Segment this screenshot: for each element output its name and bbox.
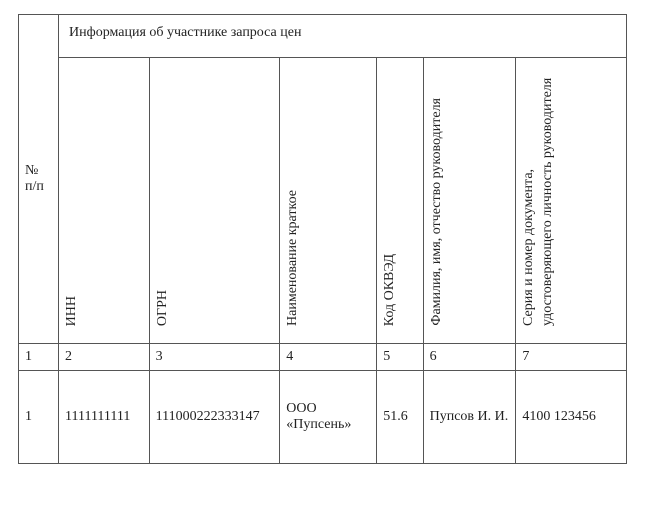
row-label-header: № п/п: [19, 15, 59, 344]
col-header-doc: Серия и номер документа, удостоверяющего…: [516, 58, 627, 344]
cell-name: ООО «Пупсень»: [280, 371, 377, 464]
table-row: 11111111111111000222333147ООО «Пупсень»5…: [19, 371, 627, 464]
col-header-label: ИНН: [63, 294, 82, 328]
cell-ogrn: 111000222333147: [149, 371, 280, 464]
header-row-2: ИНН ОГРН Наименование краткое Код ОКВЭД Фами…: [19, 58, 627, 344]
column-number-cell: 1: [19, 344, 59, 371]
column-number-row: 1 234567: [19, 344, 627, 371]
column-number-cell: 5: [377, 344, 423, 371]
col-header-label: Серия и номер документа, удостоверяющего…: [520, 68, 558, 328]
group-header: Информация об участнике запроса цен: [59, 15, 627, 58]
column-number-cell: 2: [59, 344, 150, 371]
header-row-1: № п/п Информация об участнике запроса це…: [19, 15, 627, 58]
col-header-inn: ИНН: [59, 58, 150, 344]
cell-inn: 1111111111: [59, 371, 150, 464]
col-header-ogrn: ОГРН: [149, 58, 280, 344]
col-header-name: Наименование краткое: [280, 58, 377, 344]
row-number-cell: 1: [19, 371, 59, 464]
col-header-fio: Фамилия, имя, отчество руководителя: [423, 58, 516, 344]
column-number-cell: 4: [280, 344, 377, 371]
cell-doc: 4100 123456: [516, 371, 627, 464]
col-header-okved: Код ОКВЭД: [377, 58, 423, 344]
col-header-label: Наименование краткое: [284, 188, 303, 328]
col-header-label: Код ОКВЭД: [381, 252, 400, 328]
column-number-cell: 6: [423, 344, 516, 371]
cell-fio: Пупсов И. И.: [423, 371, 516, 464]
column-number-cell: 3: [149, 344, 280, 371]
col-header-label: ОГРН: [154, 288, 173, 328]
col-header-label: Фамилия, имя, отчество руководителя: [428, 96, 447, 328]
column-number-cell: 7: [516, 344, 627, 371]
cell-okved: 51.6: [377, 371, 423, 464]
participant-info-table: № п/п Информация об участнике запроса це…: [18, 14, 627, 464]
